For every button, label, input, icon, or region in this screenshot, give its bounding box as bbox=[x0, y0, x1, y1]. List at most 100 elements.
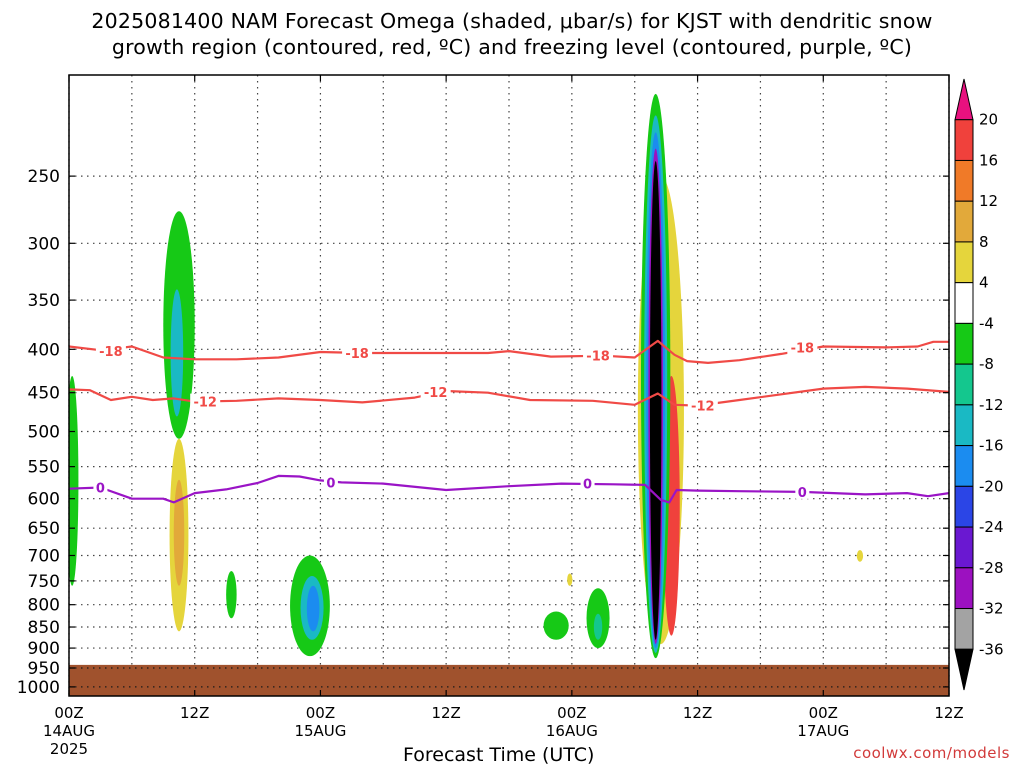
y-axis: 2503003504004505005506006507007508008509… bbox=[17, 167, 949, 698]
colorbar-label-9: -20 bbox=[979, 477, 1004, 495]
colorbar-label-11: -28 bbox=[979, 559, 1004, 577]
x-tick-label-7: 12Z bbox=[934, 704, 963, 722]
contour-label-bg-dgz-minus18-2 bbox=[583, 347, 614, 363]
x-tick-date-2: 15AUG bbox=[294, 722, 346, 740]
contour-label-bg-dgz-minus12-2 bbox=[687, 397, 718, 413]
omega-feature-t75-dot bbox=[856, 550, 864, 562]
colorbar-box-13 bbox=[954, 608, 974, 650]
y-tick-label-550: 550 bbox=[28, 458, 60, 478]
colorbar-box-11 bbox=[954, 526, 974, 569]
colorbar-box-9 bbox=[954, 445, 974, 487]
colorbar-label-6: -8 bbox=[979, 355, 994, 373]
x-tick-label-6: 00Z bbox=[809, 704, 838, 722]
y-tick-label-300: 300 bbox=[28, 234, 60, 254]
colorbar-label-3: 8 bbox=[979, 233, 989, 251]
chart-title-line2: growth region (contoured, red, ºC) and f… bbox=[111, 35, 913, 59]
colorbar-box-3 bbox=[954, 200, 974, 243]
omega-feature-t10-lower-core bbox=[173, 479, 185, 586]
x-tick-date-4: 16AUG bbox=[546, 722, 598, 740]
x-tick-date-6: 17AUG bbox=[797, 722, 849, 740]
contour-label-bg-dgz-minus12-0 bbox=[190, 393, 221, 409]
x-tick-label-0: 00Z bbox=[54, 704, 83, 722]
colorbar-bottom-triangle bbox=[954, 648, 974, 691]
y-tick-label-950: 950 bbox=[28, 659, 60, 679]
x-tick-label-4: 00Z bbox=[557, 704, 586, 722]
contour-label-dgz-minus18-3: -18 bbox=[791, 341, 815, 356]
colorbar-box-4 bbox=[954, 241, 974, 284]
omega-feature-t15 bbox=[226, 570, 237, 619]
y-tick-label-1000: 1000 bbox=[17, 678, 60, 698]
colorbar-label-0: 20 bbox=[979, 111, 998, 129]
colorbar: 20 16 12 8 4 -4 -8 -12 -16 -20 -24 -28 -32 -36 bbox=[954, 78, 1004, 691]
x-tick-label-3: 12Z bbox=[431, 704, 460, 722]
contour-label-dgz-minus12-0: -12 bbox=[193, 396, 217, 411]
contour-label-bg-dgz-minus18-3 bbox=[787, 339, 818, 355]
contour-label-freezing-level-2: 0 bbox=[583, 478, 592, 493]
x-tick-date-0: 14AUG bbox=[43, 722, 95, 740]
contour-label-bg-dgz-minus18-1 bbox=[342, 344, 373, 360]
y-tick-label-650: 650 bbox=[28, 519, 60, 539]
contour-label-freezing-level-3: 0 bbox=[798, 486, 807, 501]
contour-label-freezing-level-1: 0 bbox=[326, 476, 335, 491]
temperature-contours: -18 -18 -18 -18 -12 -12 -12 0 0 0 0 bbox=[69, 339, 949, 504]
omega-feature-t10-upper-core bbox=[170, 289, 184, 417]
colorbar-box-1 bbox=[954, 119, 974, 161]
colorbar-label-10: -24 bbox=[979, 518, 1004, 536]
ground-surface bbox=[69, 664, 949, 696]
contour-label-bg-freezing-level-3 bbox=[795, 483, 810, 499]
colorbar-box-2 bbox=[954, 159, 974, 202]
y-tick-label-500: 500 bbox=[28, 423, 60, 443]
contour-label-dgz-minus12-1: -12 bbox=[424, 386, 448, 401]
colorbar-box-5 bbox=[954, 282, 974, 324]
colorbar-box-12 bbox=[954, 567, 974, 610]
y-tick-label-700: 700 bbox=[28, 546, 60, 566]
chart-title-line1: 2025081400 NAM Forecast Omega (shaded, μ… bbox=[91, 9, 933, 33]
omega-feature-t50-core bbox=[593, 613, 603, 640]
contour-line-dgz-minus12 bbox=[69, 385, 949, 407]
omega-shading bbox=[69, 93, 864, 659]
contour-label-dgz-minus12-2: -12 bbox=[691, 400, 715, 415]
colorbar-label-4: 4 bbox=[979, 274, 989, 292]
x-tick-label-1: 12Z bbox=[180, 704, 209, 722]
contour-label-bg-dgz-minus12-1 bbox=[420, 383, 451, 399]
colorbar-box-10 bbox=[954, 485, 974, 528]
x-axis-title: Forecast Time (UTC) bbox=[403, 744, 595, 766]
colorbar-top-triangle bbox=[954, 78, 974, 121]
source-credit: coolwx.com/models bbox=[853, 744, 1010, 762]
y-tick-label-750: 750 bbox=[28, 572, 60, 592]
y-tick-label-350: 350 bbox=[28, 291, 60, 311]
colorbar-label-7: -12 bbox=[979, 396, 1004, 414]
contour-label-bg-dgz-minus18-0 bbox=[95, 343, 126, 359]
omega-feature-t56-black bbox=[649, 161, 662, 640]
colorbar-label-2: 12 bbox=[979, 192, 998, 210]
contour-label-bg-freezing-level-1 bbox=[323, 474, 338, 490]
colorbar-box-8 bbox=[954, 404, 974, 447]
y-tick-label-900: 900 bbox=[28, 639, 60, 659]
y-tick-label-400: 400 bbox=[28, 340, 60, 360]
y-tick-label-600: 600 bbox=[28, 490, 60, 510]
contour-label-dgz-minus18-2: -18 bbox=[586, 350, 610, 365]
contour-label-dgz-minus18-1: -18 bbox=[345, 347, 369, 362]
y-tick-label-800: 800 bbox=[28, 596, 60, 616]
plot-frame bbox=[68, 74, 950, 697]
colorbar-box-6 bbox=[954, 322, 974, 365]
omega-feature-t0-left bbox=[69, 375, 79, 586]
contour-label-dgz-minus18-0: -18 bbox=[99, 345, 123, 360]
chart-title: 2025081400 NAM Forecast Omega (shaded, μ… bbox=[0, 8, 1024, 60]
colorbar-label-13: -36 bbox=[979, 640, 1004, 658]
ground-grid-lines bbox=[69, 667, 949, 688]
colorbar-box-7 bbox=[954, 363, 974, 406]
omega-feature-t48-dot bbox=[567, 573, 573, 586]
omega-feature-t24-inner bbox=[306, 585, 320, 632]
y-tick-label-450: 450 bbox=[28, 384, 60, 404]
colorbar-label-8: -16 bbox=[979, 437, 1004, 455]
x-tick-label-2: 00Z bbox=[306, 704, 335, 722]
y-tick-label-850: 850 bbox=[28, 618, 60, 638]
colorbar-label-12: -32 bbox=[979, 600, 1004, 618]
contour-label-freezing-level-0: 0 bbox=[96, 481, 105, 496]
x-tick-year-0: 2025 bbox=[50, 740, 88, 758]
y-tick-label-250: 250 bbox=[28, 167, 60, 187]
colorbar-label-5: -4 bbox=[979, 314, 994, 332]
